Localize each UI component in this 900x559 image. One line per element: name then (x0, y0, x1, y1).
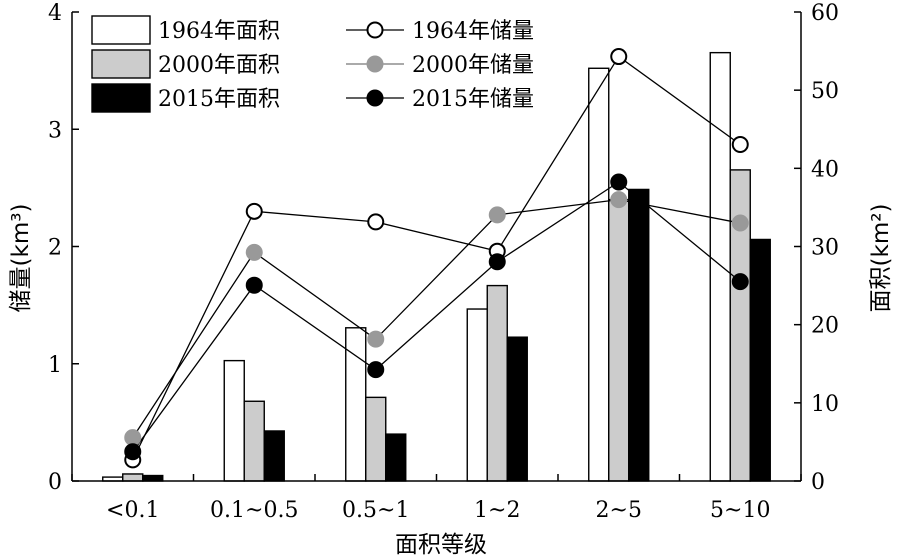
y-left-tick-label: 2 (48, 236, 62, 261)
bar-3-0.1~0.5 (263, 430, 285, 482)
y-right-tick-label: 30 (811, 236, 839, 261)
x-tick-label: 0.5~1 (342, 498, 409, 523)
bar-3-1~2 (506, 336, 528, 482)
point-3-0.5~1 (367, 361, 385, 379)
lines-layer (124, 48, 749, 469)
bar-3-0.5~1 (385, 433, 407, 482)
legend-swatch-bar-3 (91, 83, 151, 113)
y-left-tick-label: 0 (48, 470, 62, 495)
point-2-<0.1 (124, 429, 142, 447)
legend-marker-2 (366, 55, 384, 73)
point-3-0.1~0.5 (245, 276, 263, 294)
y-right-axis-title: 面积(km²) (868, 204, 894, 313)
bar-3-<0.1 (142, 474, 164, 482)
y-right-tick-label: 0 (811, 470, 825, 495)
bar-1-1~2 (466, 308, 488, 482)
y-left-tick-label: 3 (48, 118, 62, 143)
bar-1-2~5 (588, 67, 610, 482)
y-right-tick-label: 40 (811, 157, 839, 182)
point-1-0.1~0.5 (245, 202, 263, 220)
point-2-5~10 (731, 214, 749, 232)
y-left-tick-label: 1 (48, 353, 62, 378)
legend-marker-1 (366, 21, 384, 39)
x-tick-label: 0.1~0.5 (210, 498, 298, 523)
y-right-tick-label: 20 (811, 314, 839, 339)
legend-label-line-2: 2000年储量 (412, 53, 534, 78)
point-3-<0.1 (124, 443, 142, 461)
legend: 1964年面积 2000年面积 2015年面积 1964年储量 2000年储量 2015年… (91, 15, 534, 113)
point-3-1~2 (488, 253, 506, 271)
point-1-2~5 (610, 48, 628, 66)
y-left-tick-label: 4 (48, 1, 62, 26)
bar-2-0.5~1 (365, 396, 387, 482)
line-3 (132, 181, 741, 453)
x-tick-label: 5~10 (710, 498, 770, 523)
line-1 (132, 55, 741, 461)
legend-label-bar-2: 2000年面积 (158, 53, 280, 78)
y-right-tick-label: 60 (811, 1, 839, 26)
y-right-tick-label: 50 (811, 79, 839, 104)
bar-2-2~5 (608, 198, 630, 482)
legend-label-bar-3: 2015年面积 (158, 87, 280, 112)
x-tick-label: 2~5 (596, 498, 642, 523)
point-3-5~10 (731, 273, 749, 291)
legend-marker-3 (366, 89, 384, 107)
legend-swatch-bar-2 (91, 49, 151, 79)
x-tick-label: <0.1 (106, 498, 159, 523)
x-axis-title: 面积等级 (395, 532, 487, 558)
legend-swatch-bar-1 (91, 15, 151, 45)
bar-3-5~10 (749, 238, 771, 482)
point-3-2~5 (610, 173, 628, 191)
y-left-axis-title: 储量(km³) (8, 204, 34, 313)
bar-1-0.1~0.5 (223, 359, 245, 482)
bar-2-<0.1 (122, 473, 144, 482)
y-right-tick-label: 10 (811, 392, 839, 417)
legend-label-line-3: 2015年储量 (412, 87, 534, 112)
point-2-2~5 (610, 191, 628, 209)
bar-2-0.1~0.5 (243, 400, 265, 482)
legend-label-bar-1: 1964年面积 (158, 19, 280, 44)
line-2 (132, 198, 741, 438)
bar-1-5~10 (709, 51, 731, 482)
point-2-1~2 (488, 206, 506, 224)
legend-label-line-1: 1964年储量 (412, 19, 534, 44)
point-1-0.5~1 (367, 213, 385, 231)
bar-2-1~2 (486, 284, 508, 482)
point-2-0.5~1 (367, 330, 385, 348)
point-2-0.1~0.5 (245, 243, 263, 261)
x-tick-label: 1~2 (474, 498, 520, 523)
bar-3-2~5 (628, 188, 650, 482)
point-1-5~10 (731, 135, 749, 153)
bars-layer (102, 51, 771, 482)
